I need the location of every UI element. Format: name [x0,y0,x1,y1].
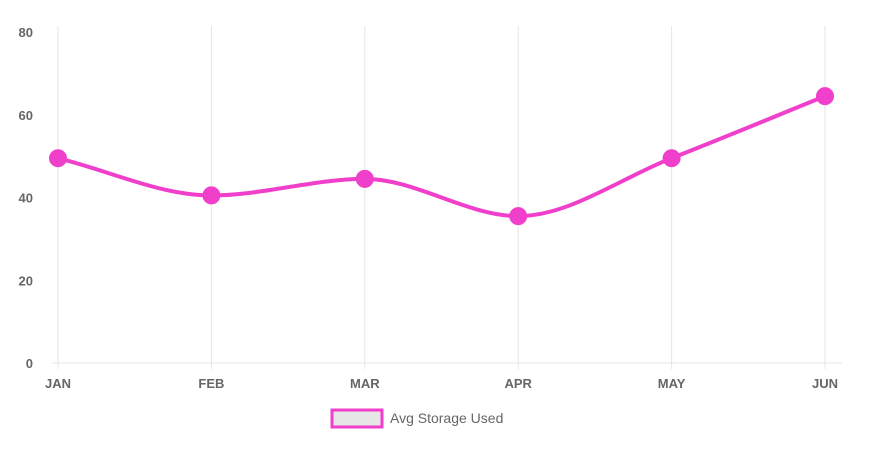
data-point[interactable] [662,149,681,168]
series-line-avg-storage-used [56,94,827,219]
x-tick-label: JUN [812,376,838,391]
legend-label[interactable]: Avg Storage Used [390,410,503,426]
x-tick-label: APR [504,376,532,391]
data-point[interactable] [355,169,374,188]
data-point[interactable] [816,87,834,106]
legend[interactable]: Avg Storage Used [330,408,503,429]
data-point[interactable] [49,149,67,168]
data-point[interactable] [202,186,221,205]
y-tick-label: 60 [19,108,33,123]
x-tick-label: MAY [658,376,686,391]
x-tick-label: FEB [198,376,224,391]
legend-swatch[interactable] [330,408,384,429]
data-point[interactable] [509,207,528,226]
x-tick-label: MAR [350,376,380,391]
y-tick-label: 0 [26,356,33,371]
x-tick-label: JAN [45,376,71,391]
series-layer [49,87,834,226]
y-tick-label: 80 [19,25,33,40]
y-tick-label: 40 [19,191,33,206]
grid-lines [57,26,826,369]
y-tick-label: 20 [19,273,33,288]
axes: 0 20 40 60 80 JAN FEB MAR APR MAY JUN [19,25,842,391]
